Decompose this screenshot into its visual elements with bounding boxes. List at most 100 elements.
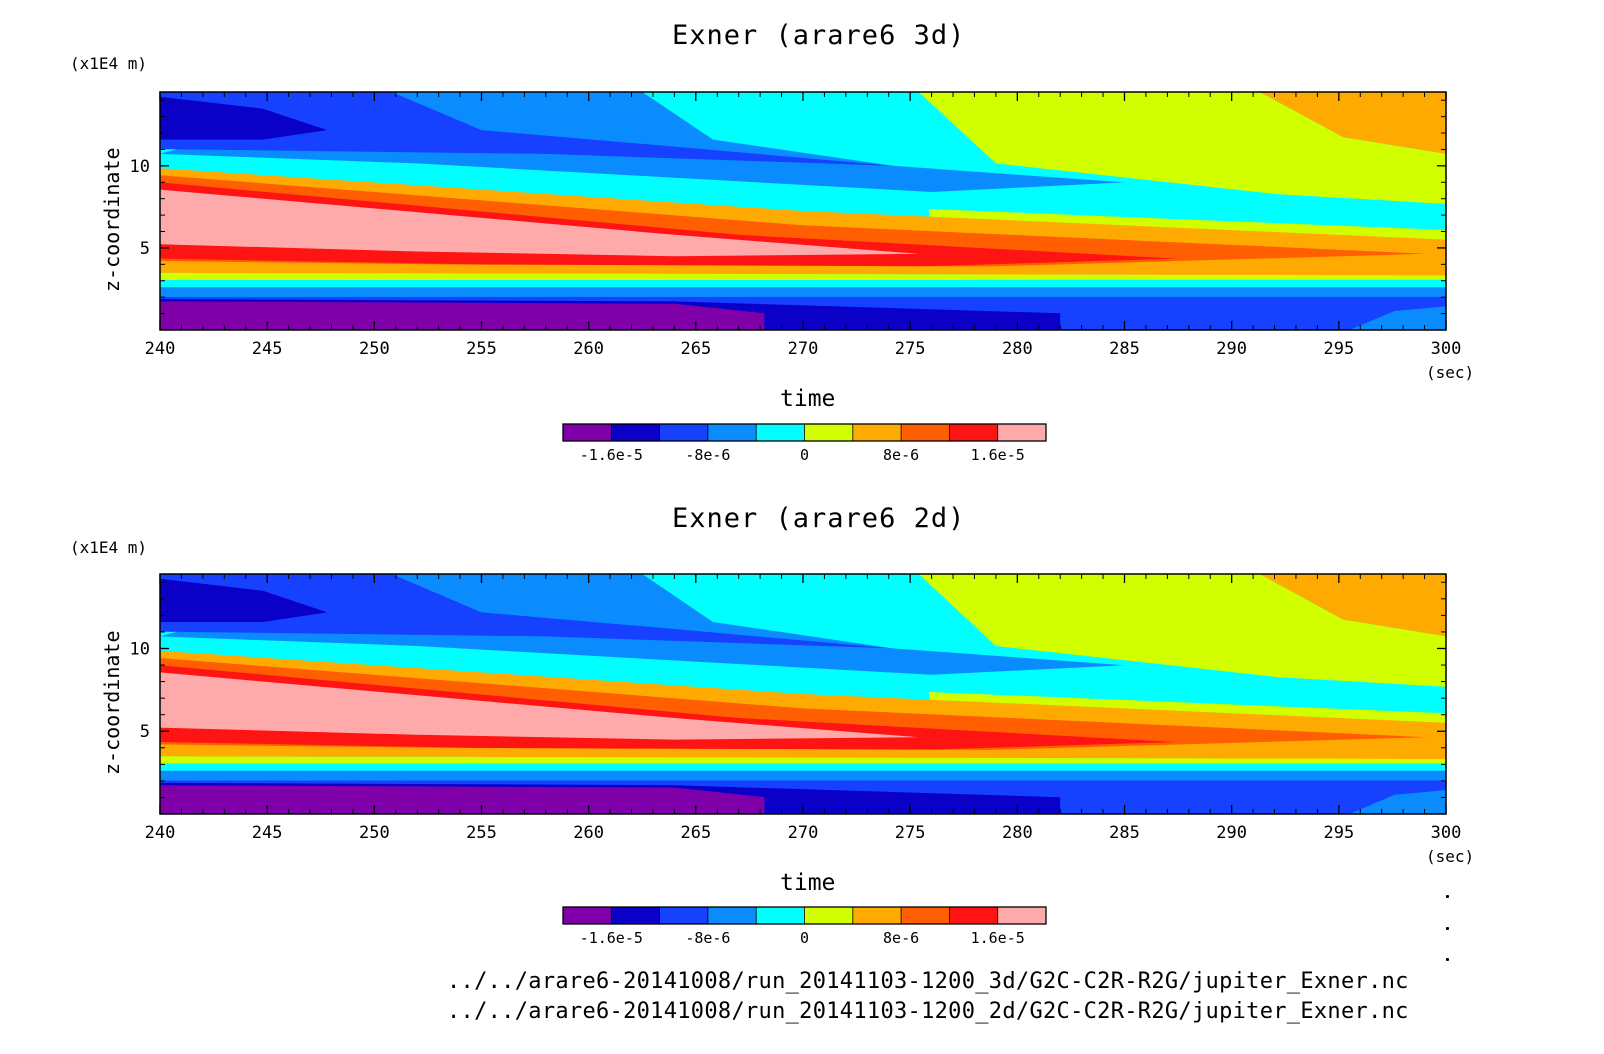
colorbar-tick-label: 0 <box>800 929 809 947</box>
x-tick-label: 255 <box>466 339 497 359</box>
contour-band <box>160 574 893 649</box>
x-unit-label: (sec) <box>1426 847 1475 866</box>
contour-band <box>160 756 1446 764</box>
contour-band <box>160 92 893 166</box>
colorbar: -1.6e-5 -8e-6 0 8e-6 1.6e-5 <box>562 906 1047 947</box>
contour-band <box>160 96 328 140</box>
contour-band <box>160 301 765 330</box>
x-tick-label: 245 <box>252 823 283 843</box>
colorbar-swatch <box>707 907 757 924</box>
y-axis-label: z-coordinate <box>100 147 124 293</box>
file-path: ../../arare6-20141008/run_20141103-1200_… <box>447 999 1409 1024</box>
x-tick-label: 295 <box>1323 823 1354 843</box>
colorbar-swatch <box>563 424 612 441</box>
contour-band <box>160 763 1446 771</box>
colorbar-swatch <box>901 424 950 441</box>
colorbar-swatch <box>804 424 854 441</box>
contour-band <box>160 263 1446 276</box>
contour-fills <box>160 92 1446 330</box>
colorbar: -1.6e-5 -8e-6 0 8e-6 1.6e-5 <box>562 423 1047 464</box>
y-tick-label: 10 <box>130 157 150 177</box>
x-tick-label: 270 <box>788 339 819 359</box>
chart-panel: 240 245 250 255 260 265 270 275 280 285 290 295 300 5… <box>130 91 1462 464</box>
x-tick-label: 300 <box>1431 339 1462 359</box>
x-tick-label: 240 <box>145 823 176 843</box>
x-tick-label: 240 <box>145 339 176 359</box>
colorbar-swatch <box>659 907 709 924</box>
x-tick-label: 280 <box>1002 823 1033 843</box>
x-axis-label: time <box>780 386 836 412</box>
contour-band <box>160 785 765 814</box>
contour-band <box>160 189 919 257</box>
file-path: ../../arare6-20141008/run_20141103-1200_… <box>447 969 1409 994</box>
x-tick-label: 265 <box>680 339 711 359</box>
colorbar-swatch <box>901 907 950 924</box>
colorbar-swatch <box>756 424 805 441</box>
x-tick-label: 285 <box>1109 339 1140 359</box>
colorbar-tick-label: 0 <box>800 446 809 464</box>
contour-band <box>160 287 1446 297</box>
colorbar-tick-label: -8e-6 <box>685 446 730 464</box>
colorbar-swatch <box>852 424 902 441</box>
x-unit-label: (sec) <box>1426 363 1475 382</box>
colorbar-swatch <box>756 907 805 924</box>
colorbar-swatch <box>949 424 999 441</box>
y-unit-label: (x1E4 m) <box>70 538 148 557</box>
contour-band <box>1349 306 1446 330</box>
colorbar-tick-label: -1.6e-5 <box>580 929 643 947</box>
x-tick-label: 295 <box>1323 339 1354 359</box>
colorbar-tick-label: 1.6e-5 <box>971 446 1025 464</box>
colorbar-swatch <box>707 424 757 441</box>
x-tick-label: 245 <box>252 339 283 359</box>
colorbar-swatch <box>949 907 999 924</box>
y-unit-label: (x1E4 m) <box>70 54 148 73</box>
colorbar-swatch <box>659 424 709 441</box>
y-tick-label: 5 <box>140 722 150 742</box>
contour-band <box>160 746 1446 759</box>
colorbar-swatch <box>611 424 661 441</box>
contour-band <box>160 672 919 740</box>
contour-band <box>160 272 1446 280</box>
colorbar-swatch <box>997 907 1047 924</box>
contour-fills <box>160 574 1446 814</box>
x-tick-label: 280 <box>1002 339 1033 359</box>
marker-dot <box>1446 927 1449 930</box>
contour-band <box>1349 790 1446 814</box>
x-tick-label: 275 <box>895 339 926 359</box>
y-tick-label: 10 <box>130 639 150 659</box>
colorbar-swatch <box>852 907 902 924</box>
contour-band <box>160 770 1446 781</box>
x-tick-label: 255 <box>466 823 497 843</box>
colorbar-swatch <box>997 424 1047 441</box>
chart-panel: 240 245 250 255 260 265 270 275 280 285 290 295 300 5… <box>130 573 1462 947</box>
x-tick-label: 250 <box>359 339 390 359</box>
x-tick-label: 285 <box>1109 823 1140 843</box>
chart-title: Exner (arare6 2d) <box>672 503 966 534</box>
y-tick-label: 5 <box>140 239 150 259</box>
colorbar-tick-label: 1.6e-5 <box>971 929 1025 947</box>
colorbar-tick-label: 8e-6 <box>883 446 919 464</box>
y-axis-label: z-coordinate <box>100 630 124 776</box>
x-axis-label: time <box>780 870 836 896</box>
marker-dot <box>1446 895 1449 898</box>
colorbar-swatch <box>563 907 612 924</box>
colorbar-swatch <box>804 907 854 924</box>
x-tick-label: 265 <box>680 823 711 843</box>
x-tick-label: 290 <box>1216 339 1247 359</box>
colorbar-tick-label: -8e-6 <box>685 929 730 947</box>
colorbar-swatch <box>611 907 661 924</box>
contour-band <box>160 280 1446 288</box>
chart-title: Exner (arare6 3d) <box>672 20 966 51</box>
x-tick-label: 270 <box>788 823 819 843</box>
colorbar-tick-label: -1.6e-5 <box>580 446 643 464</box>
colorbar-tick-label: 8e-6 <box>883 929 919 947</box>
marker-dot <box>1446 958 1449 961</box>
contour-band <box>1259 92 1446 154</box>
x-tick-label: 260 <box>573 339 604 359</box>
x-tick-label: 275 <box>895 823 926 843</box>
x-tick-label: 260 <box>573 823 604 843</box>
x-tick-label: 290 <box>1216 823 1247 843</box>
x-tick-label: 300 <box>1431 823 1462 843</box>
contour-band <box>1259 574 1446 637</box>
